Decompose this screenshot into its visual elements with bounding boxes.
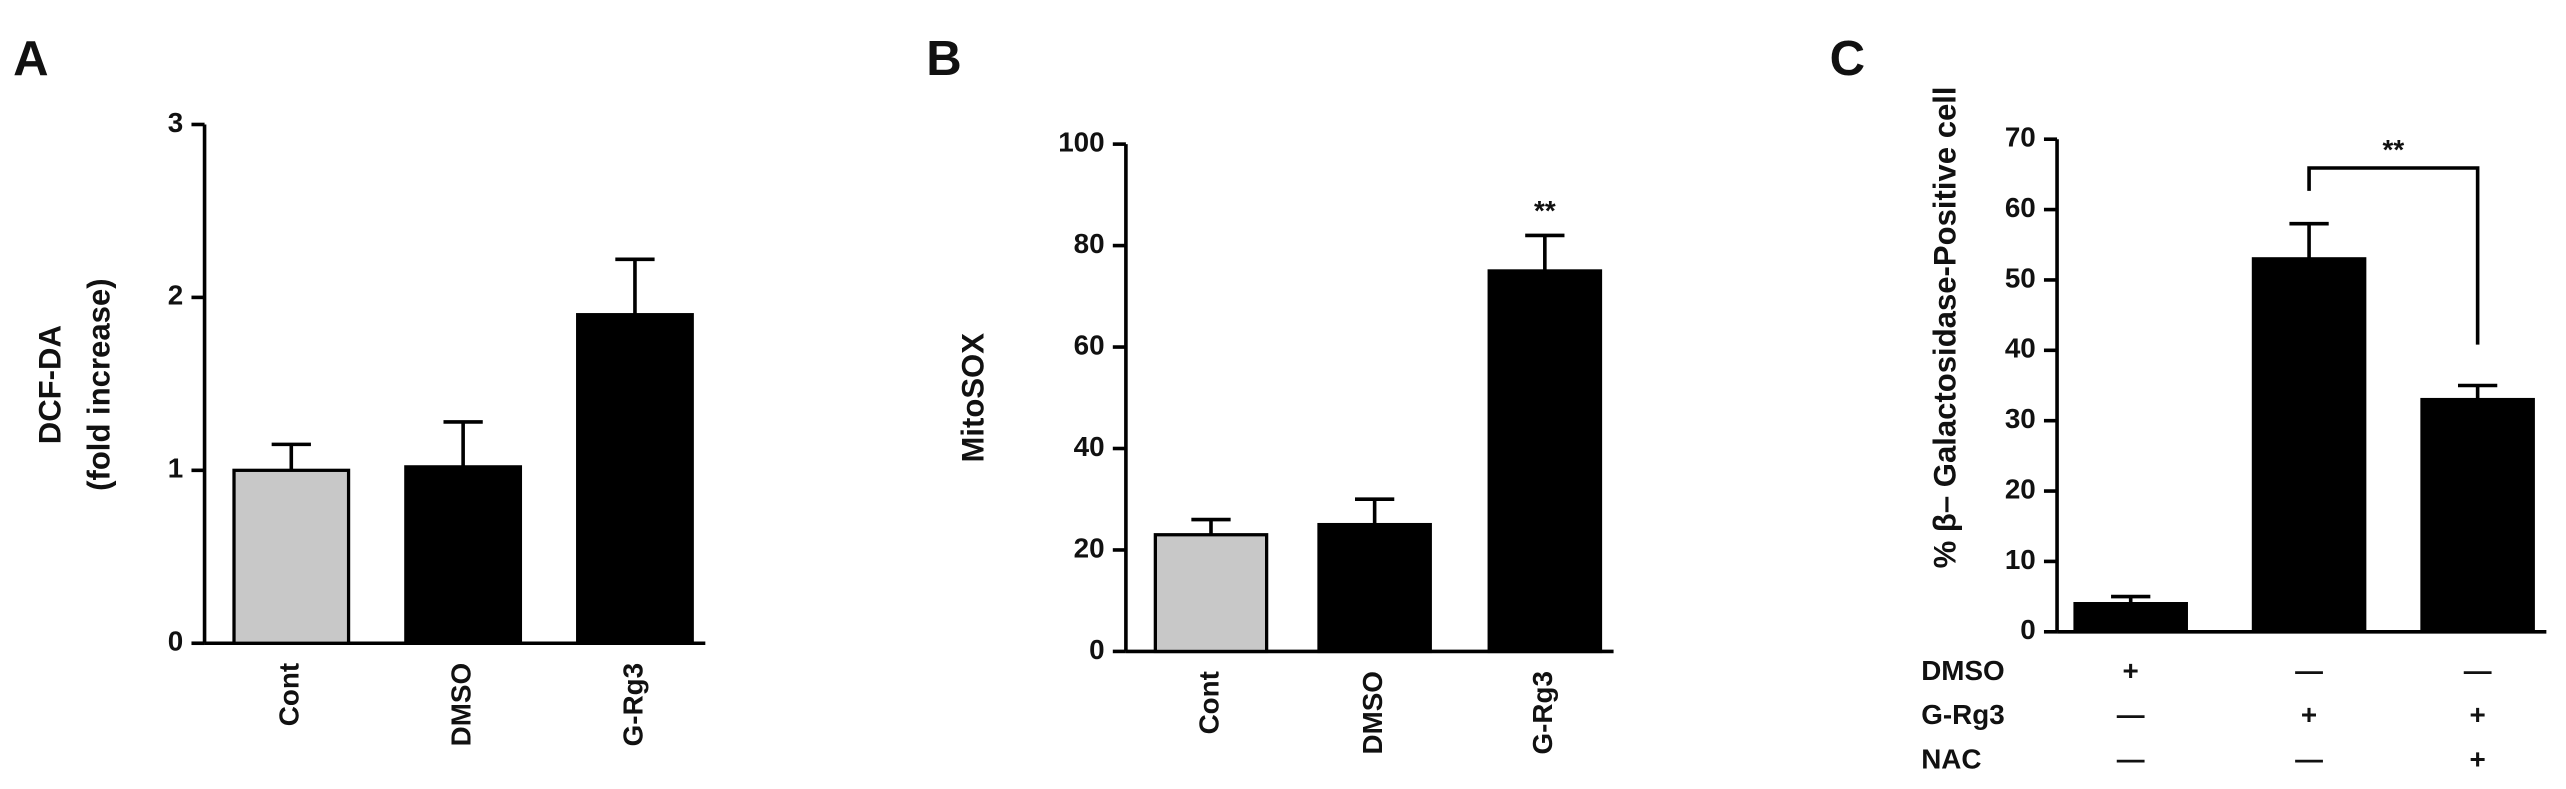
y-tick-label: 0 — [2020, 614, 2035, 645]
error-bar — [2111, 594, 2151, 604]
x-tick-label: DMSO — [445, 663, 476, 746]
panel-label: C — [1830, 32, 1865, 86]
condition-sign: + — [2470, 699, 2486, 730]
significance-label: ** — [2383, 134, 2405, 165]
y-tick-label: 0 — [1089, 634, 1104, 665]
y-tick-label: 70 — [2005, 122, 2036, 153]
bar — [576, 313, 694, 645]
error-bar — [1191, 517, 1231, 535]
y-tick-label: 60 — [1074, 329, 1105, 360]
condition-name: NAC — [1921, 743, 1981, 774]
y-axis-label: MitoSOX — [956, 333, 991, 463]
error-bar — [1355, 497, 1395, 525]
condition-name: DMSO — [1921, 655, 2004, 686]
y-axis-label: DCF-DA — [33, 325, 68, 444]
condition-sign: — — [2295, 743, 2323, 774]
y-tick-label: 40 — [1074, 431, 1105, 462]
x-tick-label: Cont — [1193, 671, 1224, 734]
error-bar — [443, 420, 483, 467]
condition-sign: — — [2295, 655, 2323, 686]
error-bar — [615, 257, 655, 315]
y-tick-label: 100 — [1058, 126, 1104, 157]
y-axis-label: (fold increase) — [82, 278, 117, 490]
panel-label: A — [13, 32, 48, 86]
y-tick-label: 0 — [168, 626, 183, 657]
condition-sign: + — [2301, 699, 2317, 730]
bar — [404, 465, 523, 645]
error-bar — [2457, 383, 2498, 400]
y-tick-label: 3 — [168, 107, 183, 138]
y-tick-label: 10 — [2005, 544, 2036, 575]
y-axis-label: % β– Galactosidase-Positive cell — [1928, 86, 1963, 568]
y-tick-label: 1 — [168, 453, 183, 484]
y-tick-label: 30 — [2005, 403, 2036, 434]
condition-name: G-Rg3 — [1921, 699, 2004, 730]
bar — [2073, 602, 2188, 634]
error-bar — [2289, 221, 2329, 259]
condition-sign: — — [2464, 655, 2492, 686]
y-tick-label: 40 — [2005, 333, 2036, 364]
bar — [2251, 257, 2367, 634]
x-tick-label: G-Rg3 — [1527, 671, 1558, 754]
bar — [1317, 522, 1432, 654]
significance-bracket — [2307, 166, 2480, 345]
bar — [2420, 397, 2535, 634]
condition-sign: + — [2123, 655, 2139, 686]
condition-sign: + — [2470, 743, 2486, 774]
bar — [232, 468, 351, 645]
x-tick-label: DMSO — [1357, 671, 1388, 754]
y-tick-label: 50 — [2005, 262, 2036, 293]
significance-label: ** — [1534, 195, 1556, 226]
bar — [1153, 533, 1269, 654]
error-bar — [1525, 233, 1565, 271]
condition-sign: — — [2117, 699, 2145, 730]
condition-sign: — — [2117, 743, 2145, 774]
y-tick-label: 60 — [2005, 192, 2036, 223]
x-tick-label: Cont — [274, 663, 305, 726]
panel-label: B — [926, 32, 961, 86]
x-tick-label: G-Rg3 — [617, 663, 648, 746]
y-tick-label: 20 — [1074, 532, 1105, 563]
error-bar — [271, 442, 311, 471]
y-tick-label: 20 — [2005, 473, 2036, 504]
y-tick-label: 2 — [168, 280, 183, 311]
bar — [1487, 269, 1603, 654]
y-tick-label: 80 — [1074, 228, 1105, 259]
